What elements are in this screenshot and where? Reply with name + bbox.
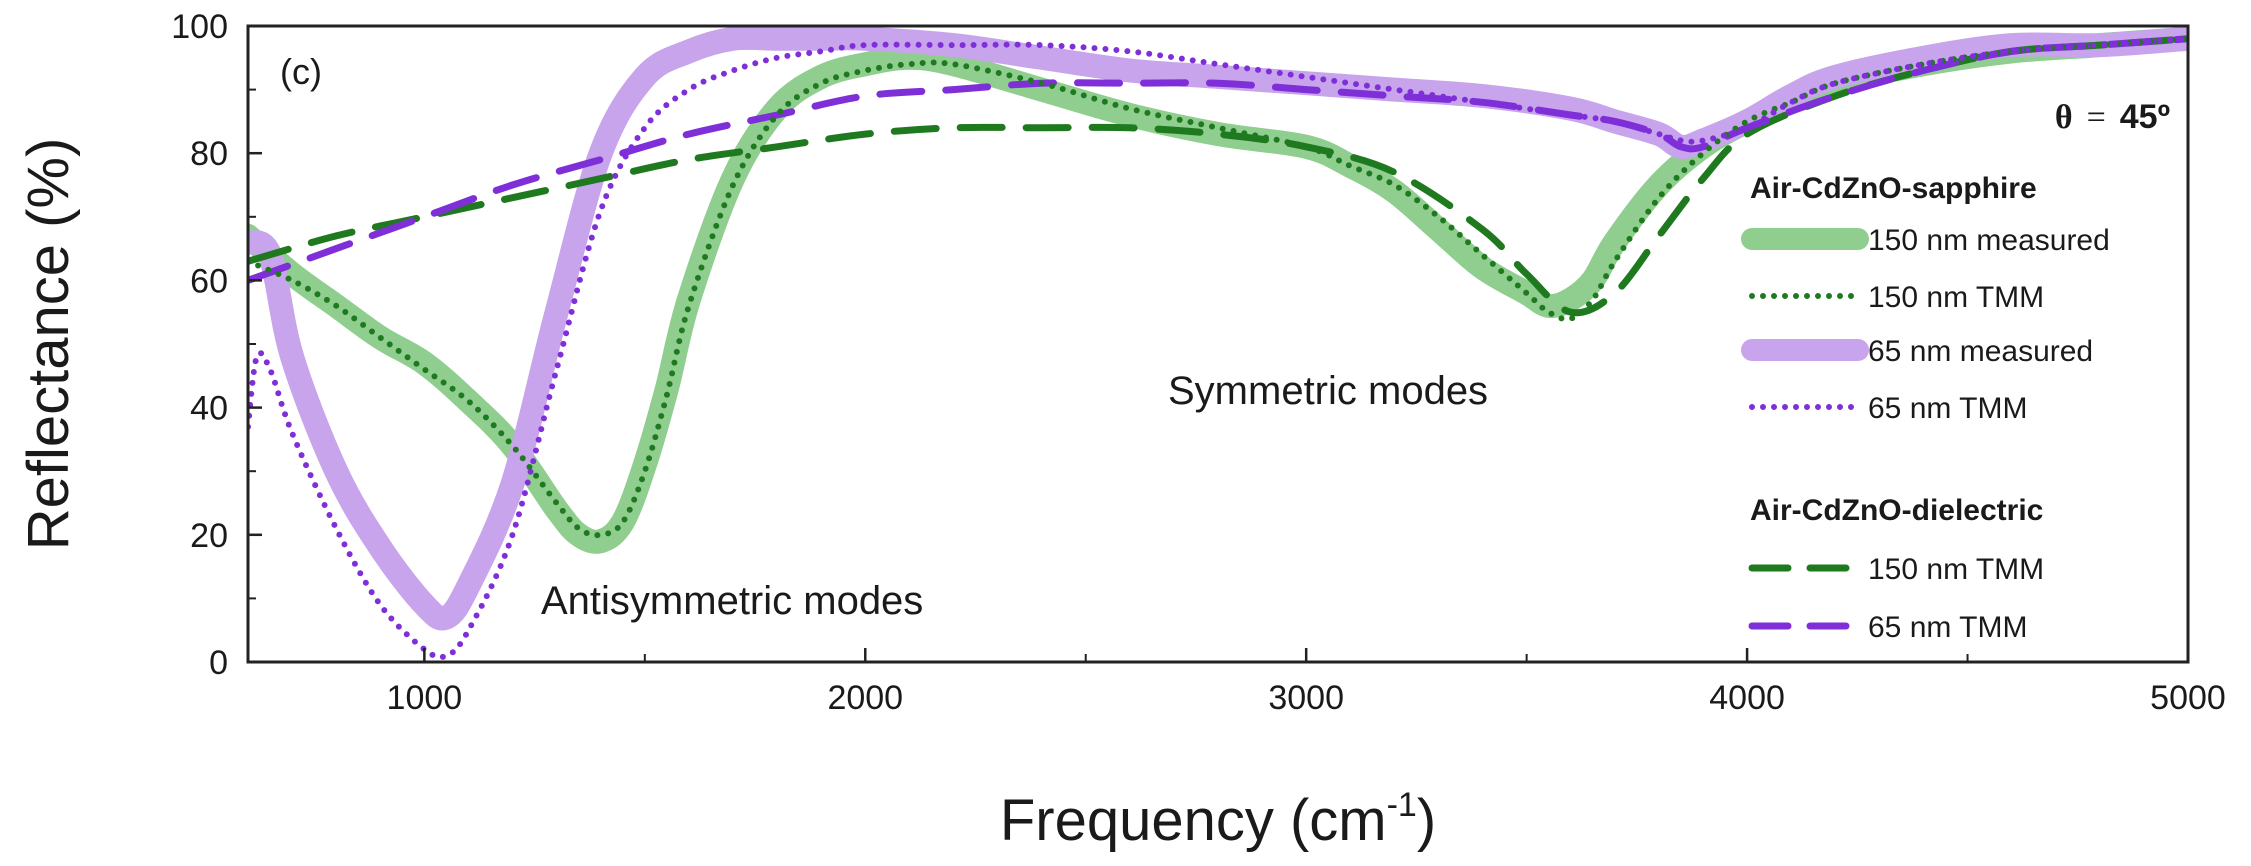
series-line-dielectric-150-nm-tmm <box>248 35 2188 317</box>
x-axis-title-close: ) <box>1417 788 1436 853</box>
y-tick-label: 40 <box>190 390 228 428</box>
legend-group-sapphire-title: Air-CdZnO-sapphire <box>1750 172 2037 205</box>
series-line-dielectric-65-nm-tmm <box>248 35 2188 284</box>
y-tick-label: 20 <box>190 517 228 555</box>
x-tick-label: 3000 <box>1268 679 1344 717</box>
angle-value: 45º <box>2120 98 2170 136</box>
angle-equals: = <box>2087 99 2106 136</box>
legend-label-65nm-tmm: 65 nm TMM <box>1868 392 2027 425</box>
legend-label-150nm-measured: 150 nm measured <box>1868 224 2110 257</box>
x-tick-label: 1000 <box>387 679 463 717</box>
x-axis-title-main: Frequency (cm <box>1000 788 1387 853</box>
y-tick-label: 60 <box>190 262 228 300</box>
annotation-symmetric: Symmetric modes <box>1168 369 1488 413</box>
y-tick-label: 100 <box>171 8 228 46</box>
x-axis-title-sup: -1 <box>1387 786 1417 824</box>
legend-label-150nm-tmm: 150 nm TMM <box>1868 281 2044 314</box>
x-tick-label: 4000 <box>1709 679 1785 717</box>
legend-group-dielectric-title: Air-CdZnO-dielectric <box>1750 494 2043 527</box>
x-tick-label: 5000 <box>2150 679 2226 717</box>
annotation-antisymmetric: Antisymmetric modes <box>541 579 923 623</box>
legend-label-dielectric-65nm-tmm: 65 nm TMM <box>1868 611 2027 644</box>
ticks-layer <box>248 24 2190 664</box>
legend-label-65nm-measured: 65 nm measured <box>1868 335 2093 368</box>
panel-label: (c) <box>280 51 322 92</box>
series-layer <box>248 26 2188 661</box>
legend: Air-CdZnO-sapphire 150 nm measured 150 n… <box>1741 172 2110 644</box>
x-tick-label: 2000 <box>827 679 903 717</box>
angle-label: θ = 45º <box>2055 98 2170 136</box>
angle-symbol: θ <box>2055 99 2073 136</box>
y-tick-label: 0 <box>209 644 228 682</box>
y-tick-label: 80 <box>190 135 228 173</box>
x-axis-title: Frequency (cm-1) <box>1000 786 1436 853</box>
legend-label-dielectric-150nm-tmm: 150 nm TMM <box>1868 553 2044 586</box>
y-axis-title: Reflectance (%) <box>16 138 81 551</box>
tick-labels-layer: 1000 2000 3000 4000 5000 0 20 40 60 80 100 <box>171 8 2226 717</box>
